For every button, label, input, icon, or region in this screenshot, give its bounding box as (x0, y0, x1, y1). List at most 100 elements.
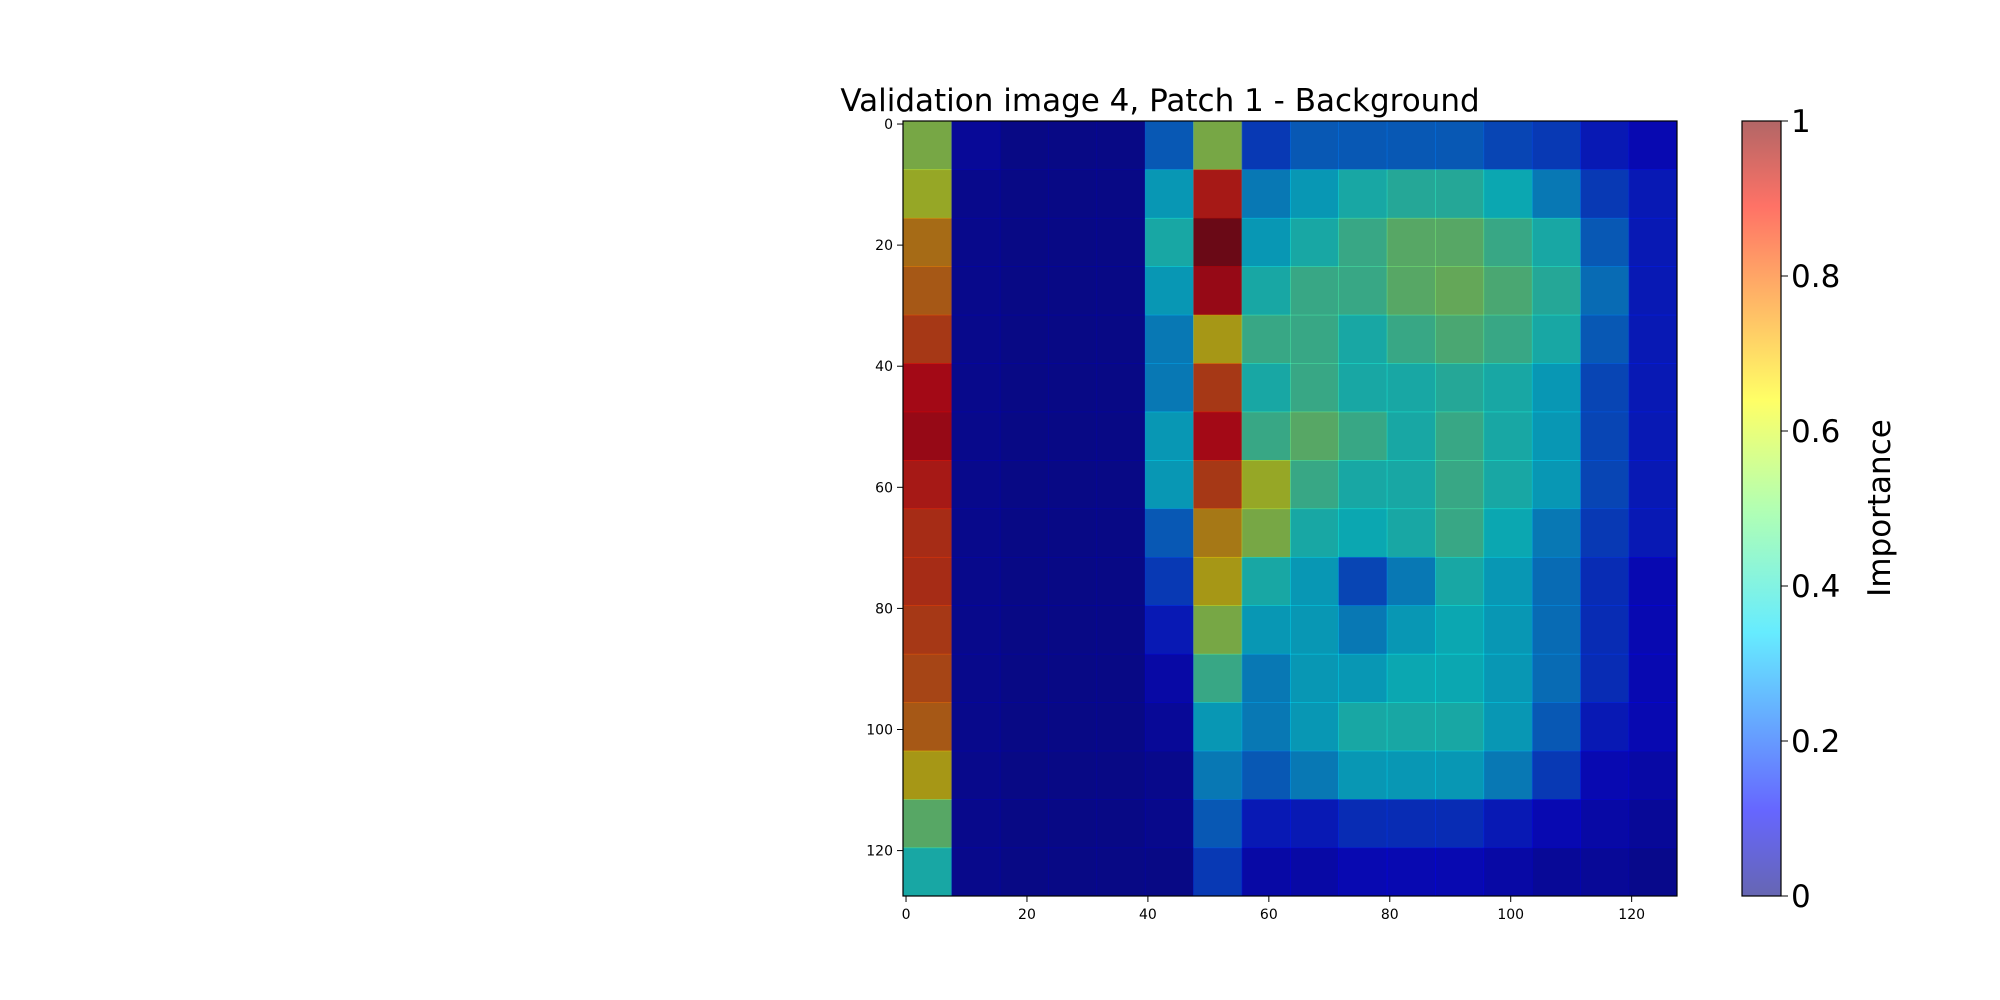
heatmap-cell (1386, 702, 1436, 752)
heatmap-cell (1193, 702, 1243, 752)
heatmap-cell (999, 605, 1049, 655)
heatmap-cell (1193, 605, 1243, 655)
colorbar-ticks: 0 0.2 0.4 0.6 0.8 1 (1781, 104, 1840, 915)
heatmap-cell (1290, 460, 1339, 510)
heatmap-cell (1628, 508, 1677, 558)
x-tick-label: 20 (1018, 907, 1036, 923)
heatmap-cell (1338, 121, 1388, 171)
heatmap-cell (1580, 217, 1630, 267)
heatmap-cell (951, 460, 1001, 510)
heatmap-cell (1483, 460, 1533, 510)
colorbar-gradient (1741, 120, 1782, 897)
heatmap-cell (1241, 363, 1291, 413)
heatmap-cell (1338, 847, 1388, 896)
heatmap-cell (1483, 169, 1533, 219)
heatmap-cell (1580, 363, 1630, 413)
heatmap-cell (999, 217, 1049, 267)
heatmap-cell (1580, 460, 1630, 510)
heatmap-cell (1628, 750, 1677, 800)
heatmap-cell (1483, 605, 1533, 655)
heatmap-cell (1435, 411, 1485, 461)
heatmap-cell (1483, 653, 1533, 703)
colorbar-tick-label: 0 (1791, 879, 1811, 915)
y-tick-label: 60 (875, 480, 893, 496)
heatmap-cell (951, 653, 1001, 703)
heatmap-cell (1048, 169, 1098, 219)
heatmap-cell (903, 799, 952, 849)
heatmap-cell (1483, 314, 1533, 364)
heatmap-cell (903, 653, 952, 703)
heatmap-cells (903, 121, 1677, 896)
heatmap-cell (903, 460, 952, 510)
heatmap-cell (1096, 121, 1146, 171)
heatmap-cell (999, 169, 1049, 219)
colorbar-tick-label: 0.4 (1791, 569, 1840, 605)
heatmap-cell (951, 121, 1001, 171)
heatmap-cell (1435, 508, 1485, 558)
heatmap-plot (902, 120, 1678, 897)
heatmap-cell (1144, 169, 1194, 219)
heatmap-cell (1048, 847, 1098, 896)
colorbar-tick-label: 0.2 (1791, 724, 1840, 760)
heatmap-cell (1048, 556, 1098, 606)
heatmap-cell (1144, 702, 1194, 752)
heatmap-cell (1338, 556, 1388, 606)
y-tick-label: 120 (866, 844, 893, 860)
x-tick-label: 100 (1497, 907, 1524, 923)
heatmap-cell (951, 411, 1001, 461)
heatmap-cell (1628, 799, 1677, 849)
colorbar: 0 0.2 0.4 0.6 0.8 1 Importance (1741, 104, 1898, 915)
heatmap-cell (1096, 411, 1146, 461)
heatmap-cell (1290, 847, 1339, 896)
chart-title: Validation image 4, Patch 1 - Background (840, 83, 1479, 119)
heatmap-cell (1628, 847, 1677, 896)
heatmap-cell (1338, 460, 1388, 510)
heatmap-cell (1241, 266, 1291, 316)
heatmap-cell (1338, 266, 1388, 316)
heatmap-cell (1386, 266, 1436, 316)
heatmap-cell (1193, 411, 1243, 461)
heatmap-cell (999, 314, 1049, 364)
heatmap-cell (1338, 653, 1388, 703)
heatmap-cell (1435, 169, 1485, 219)
heatmap-cell (1531, 653, 1581, 703)
heatmap-cell (1048, 799, 1098, 849)
heatmap-cell (1435, 653, 1485, 703)
heatmap-cell (1290, 799, 1339, 849)
heatmap-cell (999, 508, 1049, 558)
heatmap-cell (1096, 266, 1146, 316)
heatmap-cell (1628, 460, 1677, 510)
heatmap-cell (903, 556, 952, 606)
heatmap-cell (1580, 508, 1630, 558)
heatmap-cell (1241, 508, 1291, 558)
heatmap-cell (1386, 799, 1436, 849)
colorbar-tick-label: 0.8 (1791, 259, 1840, 295)
heatmap-cell (1580, 605, 1630, 655)
heatmap-cell (1386, 217, 1436, 267)
heatmap-cell (951, 799, 1001, 849)
heatmap-cell (1241, 121, 1291, 171)
heatmap-cell (1386, 750, 1436, 800)
heatmap-cell (1580, 169, 1630, 219)
heatmap-cell (1628, 266, 1677, 316)
heatmap-cell (1628, 556, 1677, 606)
heatmap-cell (1144, 750, 1194, 800)
heatmap-cell (951, 314, 1001, 364)
heatmap-cell (1241, 411, 1291, 461)
heatmap-cell (1628, 605, 1677, 655)
heatmap-cell (1144, 556, 1194, 606)
heatmap-cell (1144, 605, 1194, 655)
heatmap-cell (1096, 799, 1146, 849)
heatmap-cell (1386, 169, 1436, 219)
y-tick-label: 20 (875, 238, 893, 254)
heatmap-cell (999, 460, 1049, 510)
colorbar-tick-label: 0.6 (1791, 414, 1840, 450)
y-tick-label: 0 (884, 117, 893, 133)
x-tick-label: 80 (1381, 907, 1399, 923)
heatmap-cell (1096, 750, 1146, 800)
heatmap-cell (1435, 266, 1485, 316)
heatmap-cell (1096, 363, 1146, 413)
x-tick-label: 60 (1260, 907, 1278, 923)
heatmap-cell (1241, 556, 1291, 606)
heatmap-cell (1144, 411, 1194, 461)
